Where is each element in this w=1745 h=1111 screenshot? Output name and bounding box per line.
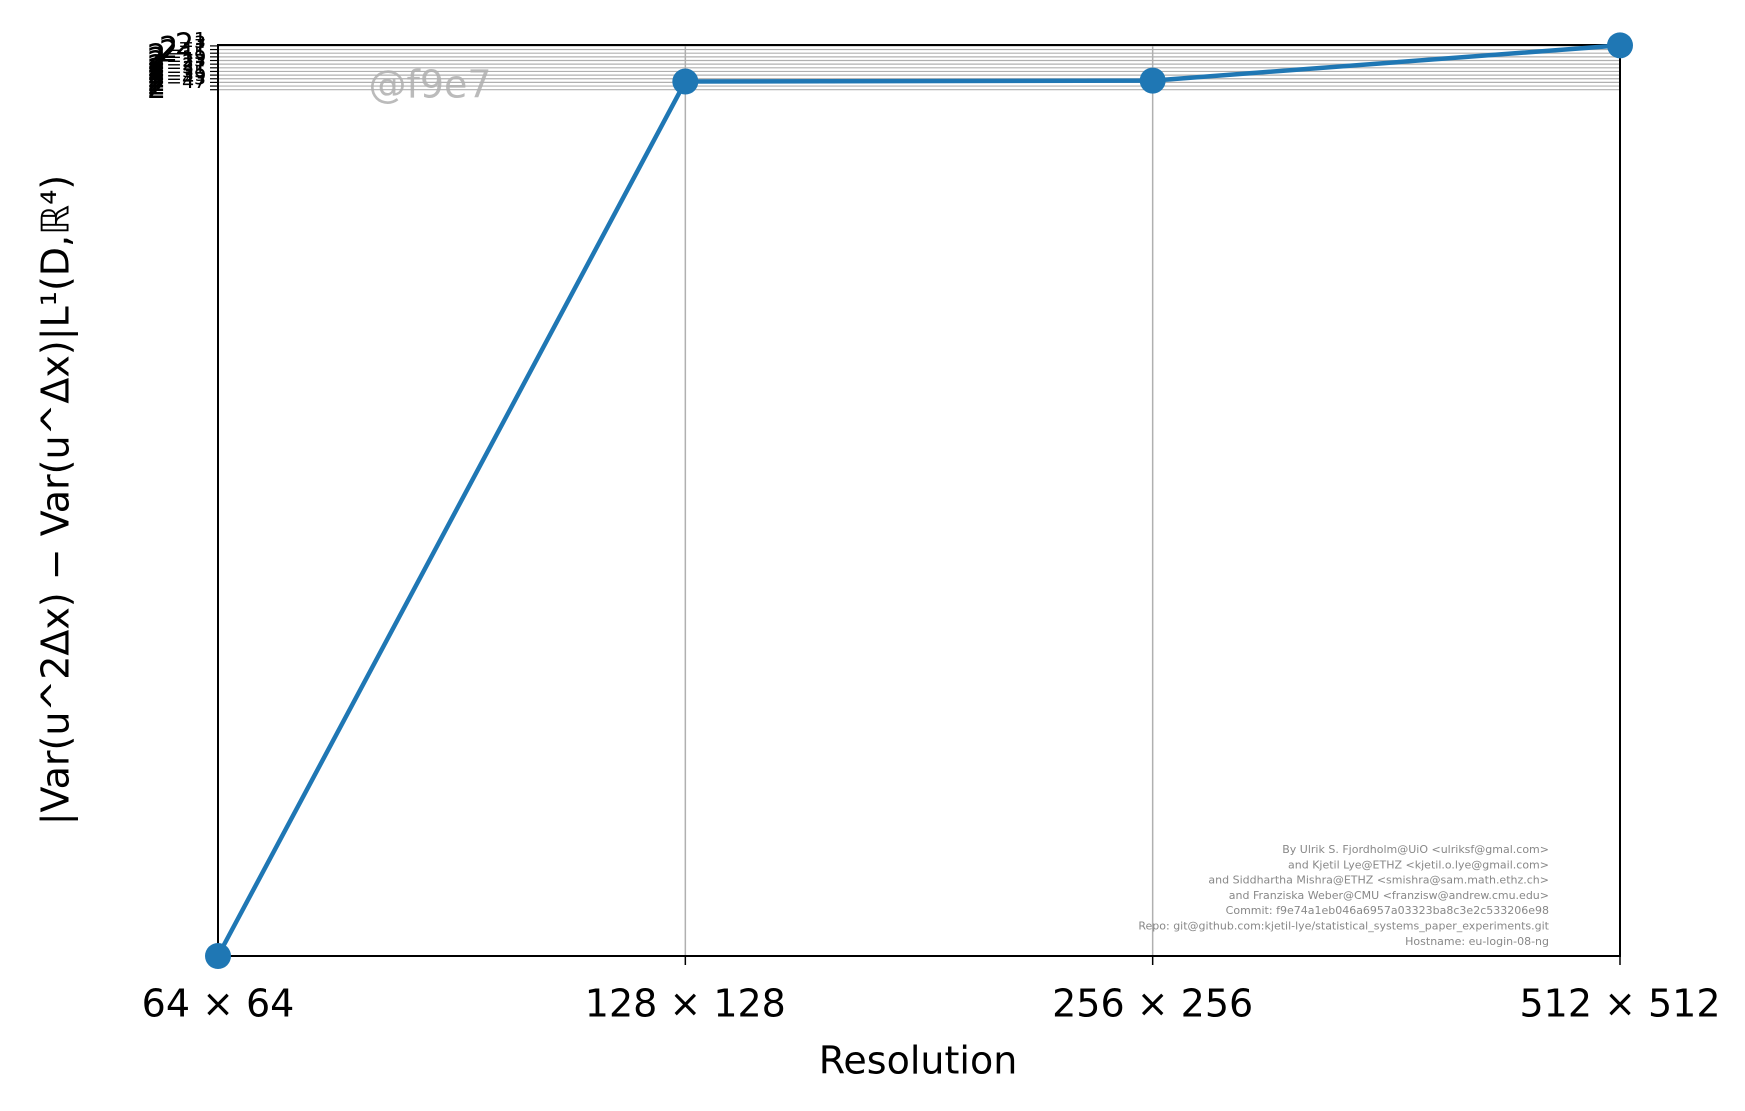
credit-line: and Franziska Weber@CMU <franzisw@andrew… xyxy=(1229,889,1549,902)
y-tick-label: 2⁻³⁵ xyxy=(147,60,206,95)
y-tick-label: 2⁻³ xyxy=(159,31,206,66)
y-tick-label: 2⁻⁴³ xyxy=(147,68,206,103)
y-tick-label: 2¹ xyxy=(175,27,206,62)
x-axis-label: Resolution xyxy=(819,1039,1018,1083)
data-point xyxy=(1607,32,1633,59)
x-tick-label: 64 × 64 xyxy=(142,982,295,1026)
y-tick-label: 2⁻²³ xyxy=(147,49,206,84)
credit-line: and Kjetil Lye@ETHZ <kjetil.o.lye@gmail.… xyxy=(1288,858,1549,871)
y-tick-label: 2⁻¹¹ xyxy=(147,38,206,73)
watermark: @f9e7 xyxy=(368,63,491,107)
y-tick-label: 2⁻¹⁵ xyxy=(147,42,206,77)
credit-line: and Siddhartha Mishra@ETHZ <smishra@sam.… xyxy=(1208,874,1549,887)
y-tick-label: 2⁻²⁷ xyxy=(147,53,206,88)
credit-line: By Ulrik S. Fjordholm@UiO <ulriksf@gmal.… xyxy=(1282,843,1549,856)
y-tick-label: 2⁻³¹ xyxy=(147,57,206,92)
x-tick-label: 128 × 128 xyxy=(585,982,786,1026)
credit-line: Commit: f9e74a1eb046a6957a03323ba8c3e2c5… xyxy=(1226,904,1549,917)
x-tick-label: 512 × 512 xyxy=(1519,982,1720,1026)
data-point xyxy=(205,943,231,969)
data-point xyxy=(672,68,699,95)
x-tick-label: 256 × 256 xyxy=(1052,982,1253,1026)
plot-frame xyxy=(217,44,1621,957)
y-tick-label: 2⁻⁷ xyxy=(159,35,206,70)
y-tick-label: 2⁻⁴⁷ xyxy=(147,71,206,106)
y-tick-label: 2⁻³⁹ xyxy=(147,64,206,99)
y-tick-label: 2⁻¹⁹ xyxy=(147,46,206,81)
data-point xyxy=(1139,67,1166,94)
y-axis-label: |Var(u^2Δx) − Var(u^Δx)|L¹(D,ℝ⁴) xyxy=(34,175,79,826)
credit-line: Hostname: eu-login-08-ng xyxy=(1405,935,1549,948)
credit-line: Repo: git@github.com:kjetil-lye/statisti… xyxy=(1138,920,1549,933)
data-line xyxy=(216,43,1621,958)
